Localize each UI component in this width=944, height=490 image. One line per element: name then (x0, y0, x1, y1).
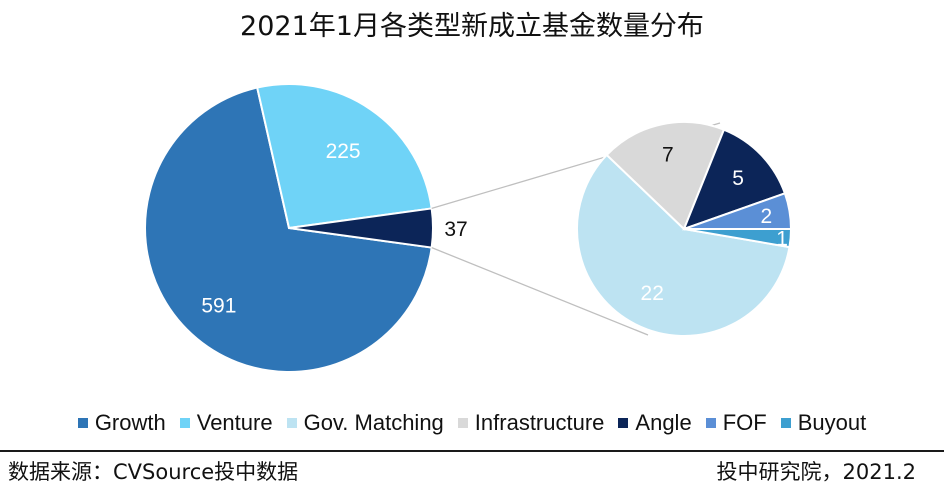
publisher-note: 投中研究院，2021.2 (716, 460, 916, 484)
legend-item-buyout: Buyout (780, 410, 867, 436)
chart-title: 2021年1月各类型新成立基金数量分布 (240, 11, 704, 42)
legend-swatch (457, 418, 468, 428)
legend-label: Growth (94, 410, 166, 435)
legend: Growth Venture Gov. Matching Infrastructure… (0, 410, 944, 436)
legend-label: Infrastructure (474, 410, 605, 435)
legend-swatch (286, 418, 297, 428)
breakout-label-angle: 5 (732, 167, 744, 190)
pie-of-pie-chart: 591 225 37 22 7 521 (144, 83, 793, 373)
breakout-slice-gov-matching (576, 153, 791, 337)
main-slice-venture (255, 83, 433, 230)
legend-label: Venture (196, 410, 273, 435)
main-label-others: 37 (444, 218, 467, 241)
legend-swatch (780, 418, 791, 428)
legend-item-gov-matching: Gov. Matching (286, 410, 444, 436)
main-label-venture: 225 (326, 140, 361, 163)
legend-item-venture: Venture (179, 410, 273, 436)
legend-swatch (618, 418, 629, 428)
connector-bottom (431, 246, 649, 336)
breakout-label-buyout: 1 (776, 227, 788, 250)
legend-label: Gov. Matching (303, 410, 444, 435)
breakout-pie (576, 121, 793, 337)
legend-item-angle: Angle (618, 410, 692, 436)
data-labels: 591 225 37 22 7 521 (201, 140, 788, 318)
legend-label: FOF (722, 410, 767, 435)
legend-swatch (705, 418, 716, 428)
legend-swatch (179, 418, 190, 428)
legend-label: Buyout (797, 410, 867, 435)
legend-item-fof: FOF (705, 410, 767, 436)
breakout-slice-angle (682, 128, 787, 231)
source-note: 数据来源：CVSource投中数据 (8, 460, 299, 484)
main-pie (144, 83, 435, 373)
legend-item-infrastructure: Infrastructure (457, 410, 605, 436)
breakout-label-gov-matching: 22 (641, 282, 664, 305)
breakout-slice-buyout (683, 228, 793, 249)
legend-label: Angle (635, 410, 692, 435)
main-slice-growth (144, 86, 433, 373)
main-label-growth: 591 (201, 294, 236, 317)
legend-swatch (77, 418, 88, 428)
footer-divider (0, 450, 944, 452)
main-slice-others (288, 207, 435, 249)
breakout-label-fof: 2 (760, 205, 772, 228)
breakout-label-infrastructure: 7 (662, 144, 674, 167)
legend-item-growth: Growth (77, 410, 166, 436)
